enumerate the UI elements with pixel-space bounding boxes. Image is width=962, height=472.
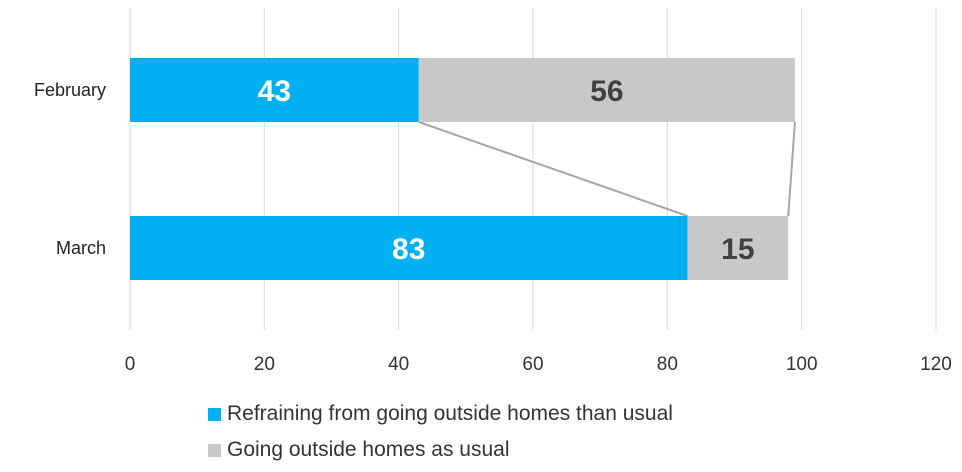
bars [130, 58, 795, 280]
category-label: March [56, 238, 106, 258]
series-lines [418, 121, 796, 217]
x-tick-label: 80 [657, 354, 678, 375]
gridlines [129, 8, 937, 330]
bar-data-label: 15 [721, 233, 754, 266]
x-tick-label: 20 [254, 354, 275, 375]
legend: Refraining from going outside homes than… [208, 396, 673, 468]
category-labels: February March [34, 80, 106, 258]
bar-data-label: 56 [590, 75, 623, 108]
x-axis-tick-labels: 0 20 40 60 80 100 120 [125, 354, 952, 375]
bar-segment [418, 58, 795, 122]
bar-segment [687, 216, 789, 280]
x-tick-label: 120 [920, 354, 952, 375]
bar-labels: 43 56 83 15 [258, 75, 755, 266]
x-tick-label: 100 [786, 354, 818, 375]
legend-label-refraining: Refraining from going outside homes than… [227, 402, 673, 425]
bar-segment [130, 58, 419, 122]
bar-data-label: 83 [392, 233, 425, 266]
category-label: February [34, 80, 106, 100]
series-line [418, 121, 688, 217]
bar-segment [130, 216, 688, 280]
legend-item-refraining: Refraining from going outside homes than… [208, 396, 673, 432]
x-tick-label: 40 [388, 354, 409, 375]
legend-swatch-refraining [208, 407, 221, 421]
bar-data-label: 43 [258, 75, 291, 108]
legend-item-going-outside: Going outside homes as usual [208, 432, 673, 468]
x-tick-label: 0 [125, 354, 136, 375]
legend-label-going-outside: Going outside homes as usual [227, 438, 510, 461]
series-line [787, 121, 796, 217]
legend-swatch-going-outside [208, 443, 221, 457]
x-tick-label: 60 [522, 354, 543, 375]
stacked-bar-chart: 43 56 83 15 February March 0 20 40 60 80 100 120 [34, 8, 952, 375]
